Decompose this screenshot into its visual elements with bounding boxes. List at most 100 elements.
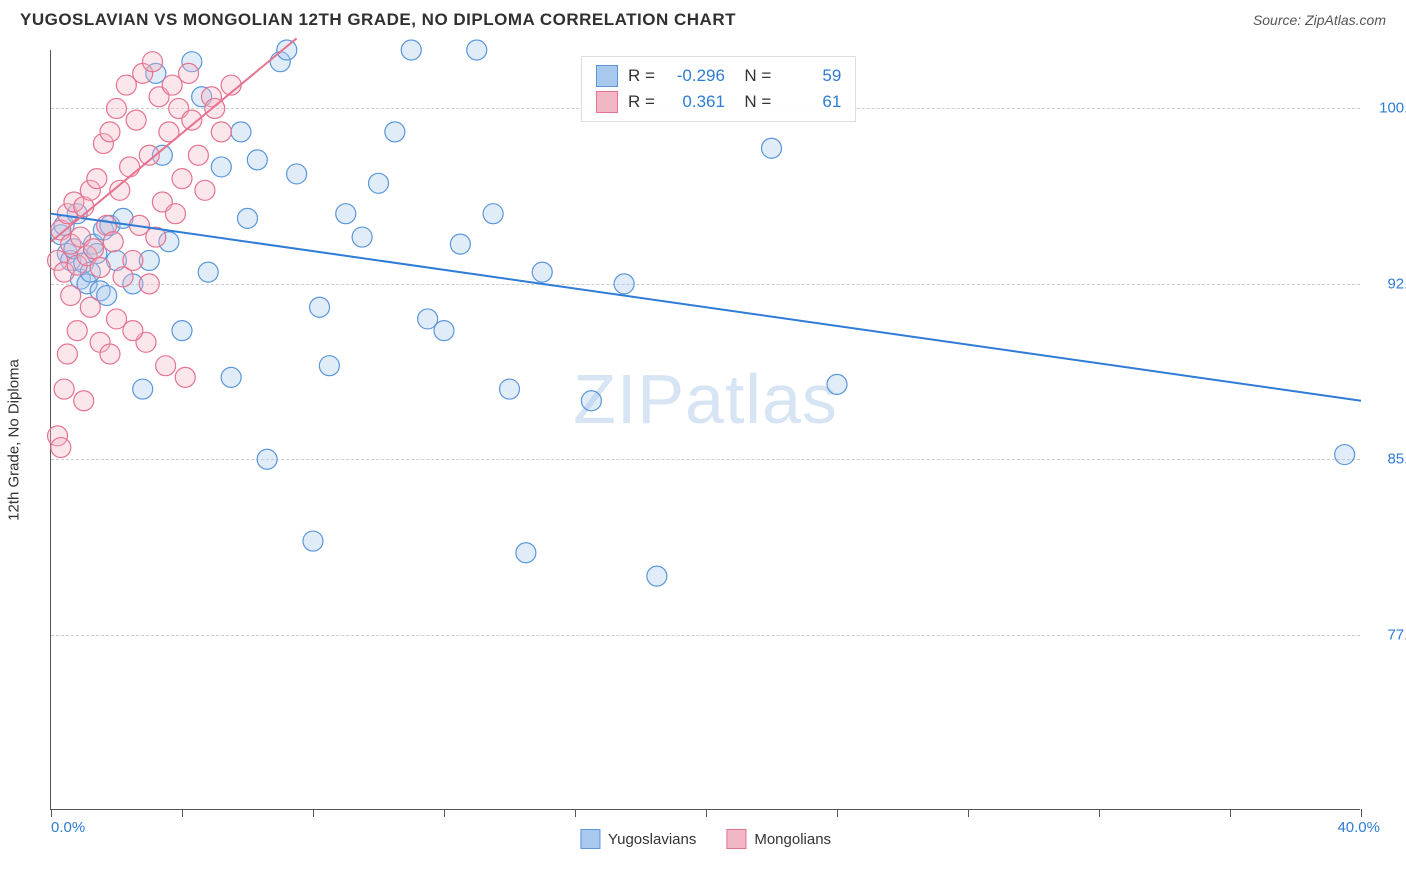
swatch-mongolians: [596, 91, 618, 113]
data-point: [123, 321, 143, 341]
data-point: [123, 250, 143, 270]
data-point: [172, 321, 192, 341]
legend-swatch-mongolians: [726, 829, 746, 849]
data-point: [51, 438, 71, 458]
y-tick-label: 100.0%: [1370, 100, 1406, 117]
data-point: [581, 391, 601, 411]
data-point: [188, 145, 208, 165]
data-point: [247, 150, 267, 170]
scatter-plot: [51, 50, 1361, 810]
x-tick: [1230, 809, 1231, 817]
data-point: [80, 297, 100, 317]
x-tick: [706, 809, 707, 817]
n-label: N =: [735, 92, 771, 112]
data-point: [614, 274, 634, 294]
data-point: [257, 449, 277, 469]
stats-legend-box: R = -0.296 N = 59 R = 0.361 N = 61: [581, 56, 856, 122]
data-point: [100, 122, 120, 142]
plot-area: 100.0%92.5%85.0%77.5% ZIPatlas R = -0.29…: [50, 50, 1360, 810]
n-label: N =: [735, 66, 771, 86]
data-point: [303, 531, 323, 551]
data-point: [516, 543, 536, 563]
data-point: [483, 204, 503, 224]
data-point: [74, 391, 94, 411]
x-tick: [182, 809, 183, 817]
data-point: [198, 262, 218, 282]
trend-line: [51, 214, 1361, 401]
data-point: [61, 286, 81, 306]
data-point: [500, 379, 520, 399]
data-point: [762, 138, 782, 158]
data-point: [532, 262, 552, 282]
data-point: [143, 52, 163, 72]
y-tick-label: 77.5%: [1370, 626, 1406, 643]
data-point: [165, 204, 185, 224]
x-tick: [1361, 809, 1362, 817]
data-point: [179, 63, 199, 83]
data-point: [352, 227, 372, 247]
n-value-mongolians: 61: [781, 92, 841, 112]
data-point: [1335, 445, 1355, 465]
x-max-label: 40.0%: [1337, 819, 1380, 836]
data-point: [827, 374, 847, 394]
data-point: [126, 110, 146, 130]
r-value-mongolians: 0.361: [665, 92, 725, 112]
legend-item-yugoslavians: Yugoslavians: [580, 829, 696, 849]
x-tick: [444, 809, 445, 817]
data-point: [221, 367, 241, 387]
x-tick: [837, 809, 838, 817]
data-point: [467, 40, 487, 60]
data-point: [238, 208, 258, 228]
data-point: [450, 234, 470, 254]
data-point: [434, 321, 454, 341]
stats-row-mongolians: R = 0.361 N = 61: [596, 89, 841, 115]
data-point: [277, 40, 297, 60]
data-point: [647, 566, 667, 586]
y-tick-label: 92.5%: [1370, 275, 1406, 292]
data-point: [336, 204, 356, 224]
x-tick: [575, 809, 576, 817]
x-min-label: 0.0%: [51, 819, 85, 836]
r-label: R =: [628, 66, 655, 86]
data-point: [139, 274, 159, 294]
data-point: [401, 40, 421, 60]
legend-label-yugoslavians: Yugoslavians: [608, 831, 696, 848]
data-point: [211, 157, 231, 177]
data-point: [287, 164, 307, 184]
x-tick: [313, 809, 314, 817]
data-point: [211, 122, 231, 142]
data-point: [369, 173, 389, 193]
data-point: [54, 379, 74, 399]
data-point: [172, 169, 192, 189]
legend-swatch-yugoslavians: [580, 829, 600, 849]
source-name: ZipAtlas.com: [1305, 12, 1386, 28]
chart-container: 12th Grade, No Diploma 100.0%92.5%85.0%7…: [50, 50, 1386, 830]
r-value-yugoslavians: -0.296: [665, 66, 725, 86]
data-point: [133, 379, 153, 399]
n-value-yugoslavians: 59: [781, 66, 841, 86]
data-point: [107, 98, 127, 118]
data-point: [103, 232, 123, 252]
swatch-yugoslavians: [596, 65, 618, 87]
data-point: [90, 257, 110, 277]
x-tick: [968, 809, 969, 817]
chart-title: YUGOSLAVIAN VS MONGOLIAN 12TH GRADE, NO …: [20, 10, 736, 30]
data-point: [57, 344, 77, 364]
data-point: [156, 356, 176, 376]
data-point: [175, 367, 195, 387]
stats-row-yugoslavians: R = -0.296 N = 59: [596, 63, 841, 89]
source-attribution: Source: ZipAtlas.com: [1253, 12, 1386, 28]
data-point: [231, 122, 251, 142]
legend-label-mongolians: Mongolians: [754, 831, 831, 848]
data-point: [319, 356, 339, 376]
data-point: [385, 122, 405, 142]
data-point: [87, 169, 107, 189]
data-point: [310, 297, 330, 317]
source-prefix: Source:: [1253, 12, 1305, 28]
data-point: [120, 157, 140, 177]
x-tick: [51, 809, 52, 817]
chart-header: YUGOSLAVIAN VS MONGOLIAN 12TH GRADE, NO …: [0, 0, 1406, 40]
y-tick-label: 85.0%: [1370, 451, 1406, 468]
y-axis-label: 12th Grade, No Diploma: [6, 359, 23, 521]
legend-bottom: Yugoslavians Mongolians: [580, 829, 831, 849]
